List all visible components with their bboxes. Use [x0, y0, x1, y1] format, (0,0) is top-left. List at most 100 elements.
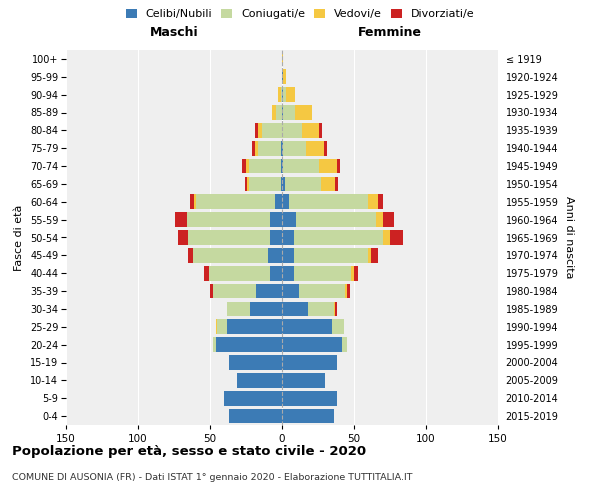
Bar: [276, 105, 282, 120]
Bar: [368, 194, 379, 209]
Bar: [282, 320, 332, 334]
Bar: [204, 266, 209, 280]
Bar: [194, 194, 196, 209]
Bar: [347, 284, 350, 298]
Bar: [227, 302, 250, 316]
Bar: [383, 212, 394, 227]
Bar: [282, 355, 337, 370]
Text: COMUNE DI AUSONIA (FR) - Dati ISTAT 1° gennaio 2020 - Elaborazione TUTTITALIA.IT: COMUNE DI AUSONIA (FR) - Dati ISTAT 1° g…: [12, 472, 413, 482]
Bar: [281, 176, 282, 191]
Bar: [187, 212, 271, 227]
Bar: [282, 141, 283, 156]
Bar: [282, 391, 337, 406]
Bar: [175, 212, 187, 227]
Bar: [210, 284, 213, 298]
Bar: [256, 284, 282, 298]
Bar: [282, 284, 299, 298]
Bar: [282, 230, 293, 245]
Bar: [242, 158, 246, 174]
Bar: [254, 123, 257, 138]
Bar: [285, 176, 321, 191]
Bar: [229, 355, 282, 370]
Bar: [282, 338, 343, 352]
Bar: [376, 212, 383, 227]
Text: Maschi: Maschi: [149, 26, 199, 40]
Bar: [299, 284, 346, 298]
Bar: [346, 284, 347, 298]
Bar: [282, 176, 285, 191]
Bar: [227, 320, 282, 334]
Bar: [282, 409, 334, 424]
Bar: [332, 320, 344, 334]
Bar: [286, 88, 295, 102]
Bar: [238, 373, 282, 388]
Bar: [216, 338, 282, 352]
Bar: [250, 302, 282, 316]
Bar: [293, 230, 383, 245]
Bar: [343, 338, 347, 352]
Bar: [275, 194, 282, 209]
Bar: [282, 52, 283, 66]
Bar: [188, 248, 193, 262]
Bar: [371, 248, 379, 262]
Bar: [193, 248, 268, 262]
Bar: [278, 88, 281, 102]
Bar: [302, 123, 319, 138]
Bar: [293, 266, 351, 280]
Bar: [383, 230, 390, 245]
Bar: [213, 284, 256, 298]
Bar: [257, 123, 262, 138]
Bar: [351, 266, 354, 280]
Bar: [246, 158, 249, 174]
Y-axis label: Fasce di età: Fasce di età: [14, 204, 25, 270]
Bar: [319, 158, 337, 174]
Bar: [281, 88, 282, 102]
Bar: [324, 141, 326, 156]
Bar: [282, 373, 325, 388]
Bar: [289, 194, 368, 209]
Y-axis label: Anni di nascita: Anni di nascita: [564, 196, 574, 279]
Bar: [354, 266, 358, 280]
Bar: [249, 158, 281, 174]
Bar: [334, 302, 335, 316]
Bar: [245, 176, 247, 191]
Bar: [282, 212, 296, 227]
Bar: [188, 230, 271, 245]
Bar: [283, 141, 307, 156]
Bar: [283, 105, 295, 120]
Bar: [282, 248, 293, 262]
Bar: [281, 158, 282, 174]
Bar: [178, 230, 188, 245]
Bar: [282, 302, 308, 316]
Bar: [224, 391, 282, 406]
Bar: [379, 194, 383, 209]
Bar: [319, 123, 322, 138]
Bar: [282, 88, 283, 102]
Bar: [262, 123, 282, 138]
Bar: [268, 248, 282, 262]
Bar: [282, 158, 283, 174]
Bar: [295, 105, 312, 120]
Bar: [337, 158, 340, 174]
Bar: [282, 123, 302, 138]
Bar: [247, 176, 249, 191]
Bar: [257, 141, 281, 156]
Bar: [209, 266, 271, 280]
Bar: [335, 176, 338, 191]
Bar: [213, 338, 216, 352]
Bar: [271, 266, 282, 280]
Bar: [196, 194, 275, 209]
Bar: [271, 230, 282, 245]
Bar: [321, 176, 335, 191]
Bar: [216, 320, 217, 334]
Bar: [252, 141, 254, 156]
Bar: [296, 212, 376, 227]
Text: Femmine: Femmine: [358, 26, 422, 40]
Bar: [283, 70, 286, 84]
Bar: [293, 248, 368, 262]
Bar: [283, 88, 286, 102]
Bar: [281, 141, 282, 156]
Bar: [249, 176, 281, 191]
Bar: [283, 158, 319, 174]
Legend: Celibi/Nubili, Coniugati/e, Vedovi/e, Divorziati/e: Celibi/Nubili, Coniugati/e, Vedovi/e, Di…: [122, 6, 478, 22]
